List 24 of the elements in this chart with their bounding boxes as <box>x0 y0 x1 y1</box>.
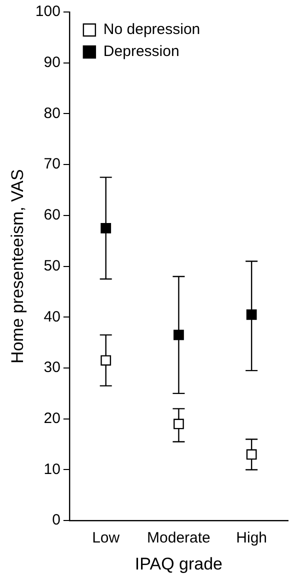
y-tick-label: 50 <box>44 257 60 274</box>
x-tick-label: High <box>236 530 267 547</box>
point <box>174 418 184 430</box>
y-tick-label: 90 <box>44 54 60 71</box>
y-tick-label: 20 <box>44 410 60 428</box>
x-axis-title: IPAQ grade <box>134 554 222 574</box>
y-tick-label: 30 <box>44 359 60 376</box>
x-tick-label: Moderate <box>147 530 210 547</box>
y-tick-label: 40 <box>44 308 60 326</box>
y-axis-title: Home presenteeism, VAS <box>8 169 27 364</box>
y-tick-label: 70 <box>44 156 60 173</box>
point <box>100 355 112 366</box>
point <box>174 330 184 340</box>
legend-label: Depression <box>103 43 180 60</box>
y-tick-label: 0 <box>52 512 60 529</box>
point <box>246 449 257 460</box>
y-tick-label: 10 <box>44 460 60 478</box>
y-tick-label: 60 <box>44 206 60 224</box>
y-tick-label: 100 <box>35 3 60 20</box>
point <box>100 222 112 234</box>
legend-label: No depression <box>103 21 200 38</box>
x-tick-label: Low <box>92 530 120 547</box>
y-tick-label: 80 <box>44 104 60 122</box>
point <box>246 309 257 320</box>
